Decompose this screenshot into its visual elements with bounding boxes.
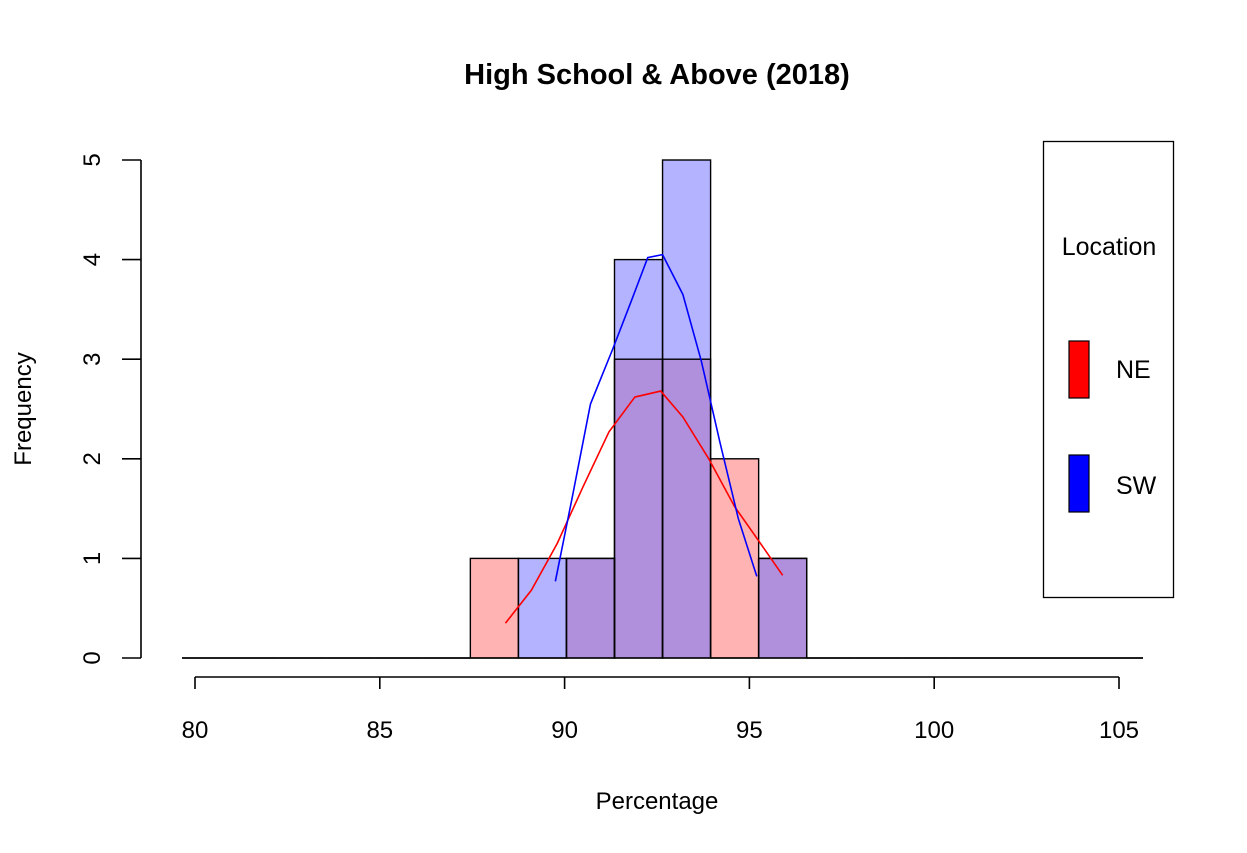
legend-swatch-ne bbox=[1068, 340, 1090, 399]
x-axis: 80 85 90 95 100 105 bbox=[182, 676, 1139, 744]
y-tick-label-5: 5 bbox=[79, 153, 106, 166]
density-curve-sw bbox=[554, 253, 758, 582]
y-axis: 0 1 2 3 4 5 bbox=[79, 153, 142, 665]
x-tick-label-3: 95 bbox=[736, 717, 763, 744]
legend: Location NE SW bbox=[1042, 140, 1175, 599]
bar-overlap-12 bbox=[758, 558, 807, 658]
legend-swatch-sw bbox=[1068, 454, 1090, 513]
x-axis-label: Percentage bbox=[596, 788, 719, 815]
y-axis-label: Frequency bbox=[10, 352, 37, 465]
x-tick-label-1: 85 bbox=[366, 717, 393, 744]
y-tick-label-0: 0 bbox=[79, 651, 106, 664]
x-axis-ticks: 80 85 90 95 100 105 bbox=[182, 677, 1139, 744]
legend-title: Location bbox=[1062, 233, 1157, 261]
bar-ne-6 bbox=[470, 558, 519, 658]
x-tick-label-0: 80 bbox=[182, 717, 209, 744]
legend-box bbox=[1042, 140, 1175, 599]
bar-outline-sw-10 bbox=[661, 159, 712, 659]
y-axis-ticks: 0 1 2 3 4 5 bbox=[79, 153, 141, 665]
legend-label-ne: NE bbox=[1116, 356, 1151, 384]
y-tick-label-3: 3 bbox=[79, 353, 106, 366]
y-tick-label-1: 1 bbox=[79, 552, 106, 565]
bar-sw-10 bbox=[662, 160, 711, 360]
x-tick-label-5: 105 bbox=[1099, 717, 1139, 744]
bar-outline-sw-12 bbox=[757, 557, 808, 659]
chart-title: High School & Above (2018) bbox=[464, 59, 850, 91]
density-curves bbox=[504, 253, 784, 624]
histogram-bars bbox=[182, 159, 1144, 659]
bar-overlap-8 bbox=[566, 558, 615, 658]
y-tick-label-4: 4 bbox=[79, 253, 106, 266]
bar-overlap-9 bbox=[614, 359, 663, 658]
bar-overlap-10 bbox=[662, 359, 711, 658]
y-tick-label-2: 2 bbox=[79, 452, 106, 465]
legend-label-sw: SW bbox=[1116, 472, 1157, 500]
density-curve-ne bbox=[504, 390, 784, 624]
bar-sw-7 bbox=[518, 558, 567, 658]
x-tick-label-2: 90 bbox=[551, 717, 578, 744]
bar-sw-9 bbox=[614, 259, 663, 360]
x-tick-label-4: 100 bbox=[914, 717, 954, 744]
